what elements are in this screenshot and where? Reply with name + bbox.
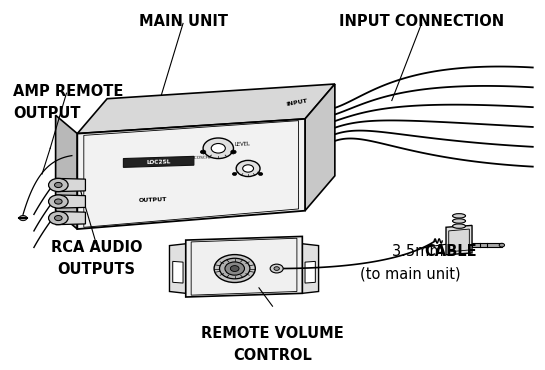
Text: OUTPUT: OUTPUT (13, 106, 81, 121)
Polygon shape (449, 229, 469, 252)
Polygon shape (186, 236, 302, 297)
Polygon shape (173, 261, 183, 283)
Ellipse shape (499, 243, 505, 247)
Ellipse shape (231, 266, 239, 272)
Ellipse shape (236, 161, 260, 176)
Text: MAIN UNIT: MAIN UNIT (138, 14, 227, 29)
Polygon shape (302, 244, 319, 293)
Ellipse shape (54, 182, 62, 188)
Ellipse shape (49, 211, 68, 225)
Text: RCA AUDIO: RCA AUDIO (51, 240, 142, 255)
Ellipse shape (258, 172, 263, 175)
Ellipse shape (232, 172, 237, 175)
Ellipse shape (452, 224, 465, 228)
Polygon shape (56, 178, 86, 192)
Polygon shape (56, 195, 86, 208)
Polygon shape (446, 225, 472, 255)
Polygon shape (305, 84, 335, 211)
Ellipse shape (211, 144, 225, 153)
Text: OUTPUT: OUTPUT (139, 197, 167, 203)
Text: CABLE: CABLE (425, 244, 477, 259)
Ellipse shape (452, 213, 465, 218)
Polygon shape (472, 243, 502, 247)
Text: (to main unit): (to main unit) (360, 266, 461, 282)
Polygon shape (305, 261, 316, 283)
Ellipse shape (19, 215, 27, 221)
Text: INPUT CONNECTION: INPUT CONNECTION (339, 14, 504, 29)
Ellipse shape (49, 195, 68, 208)
Ellipse shape (214, 255, 255, 283)
Ellipse shape (274, 267, 280, 270)
Text: 3.5mm: 3.5mm (392, 244, 448, 259)
Polygon shape (77, 119, 305, 229)
Text: LOC2SL: LOC2SL (147, 159, 171, 165)
Ellipse shape (270, 264, 283, 273)
Text: OUTPUTS: OUTPUTS (57, 262, 135, 277)
Text: INPUT: INPUT (286, 98, 308, 107)
Text: SCOSCHE: SCOSCHE (191, 155, 213, 160)
Ellipse shape (203, 138, 233, 159)
Ellipse shape (201, 150, 206, 154)
Ellipse shape (54, 215, 62, 221)
Polygon shape (56, 211, 86, 225)
Polygon shape (77, 84, 335, 134)
Ellipse shape (49, 178, 68, 192)
Ellipse shape (243, 165, 253, 172)
Text: CONTROL: CONTROL (233, 349, 312, 363)
Ellipse shape (225, 262, 245, 275)
Polygon shape (123, 157, 194, 167)
Ellipse shape (54, 199, 62, 204)
Ellipse shape (452, 219, 465, 223)
Ellipse shape (231, 150, 236, 154)
Text: LEVEL: LEVEL (235, 142, 251, 147)
Polygon shape (56, 115, 77, 229)
Text: AMP REMOTE: AMP REMOTE (13, 84, 124, 99)
Ellipse shape (220, 258, 250, 279)
Polygon shape (169, 244, 186, 293)
Text: REMOTE VOLUME: REMOTE VOLUME (201, 326, 344, 342)
